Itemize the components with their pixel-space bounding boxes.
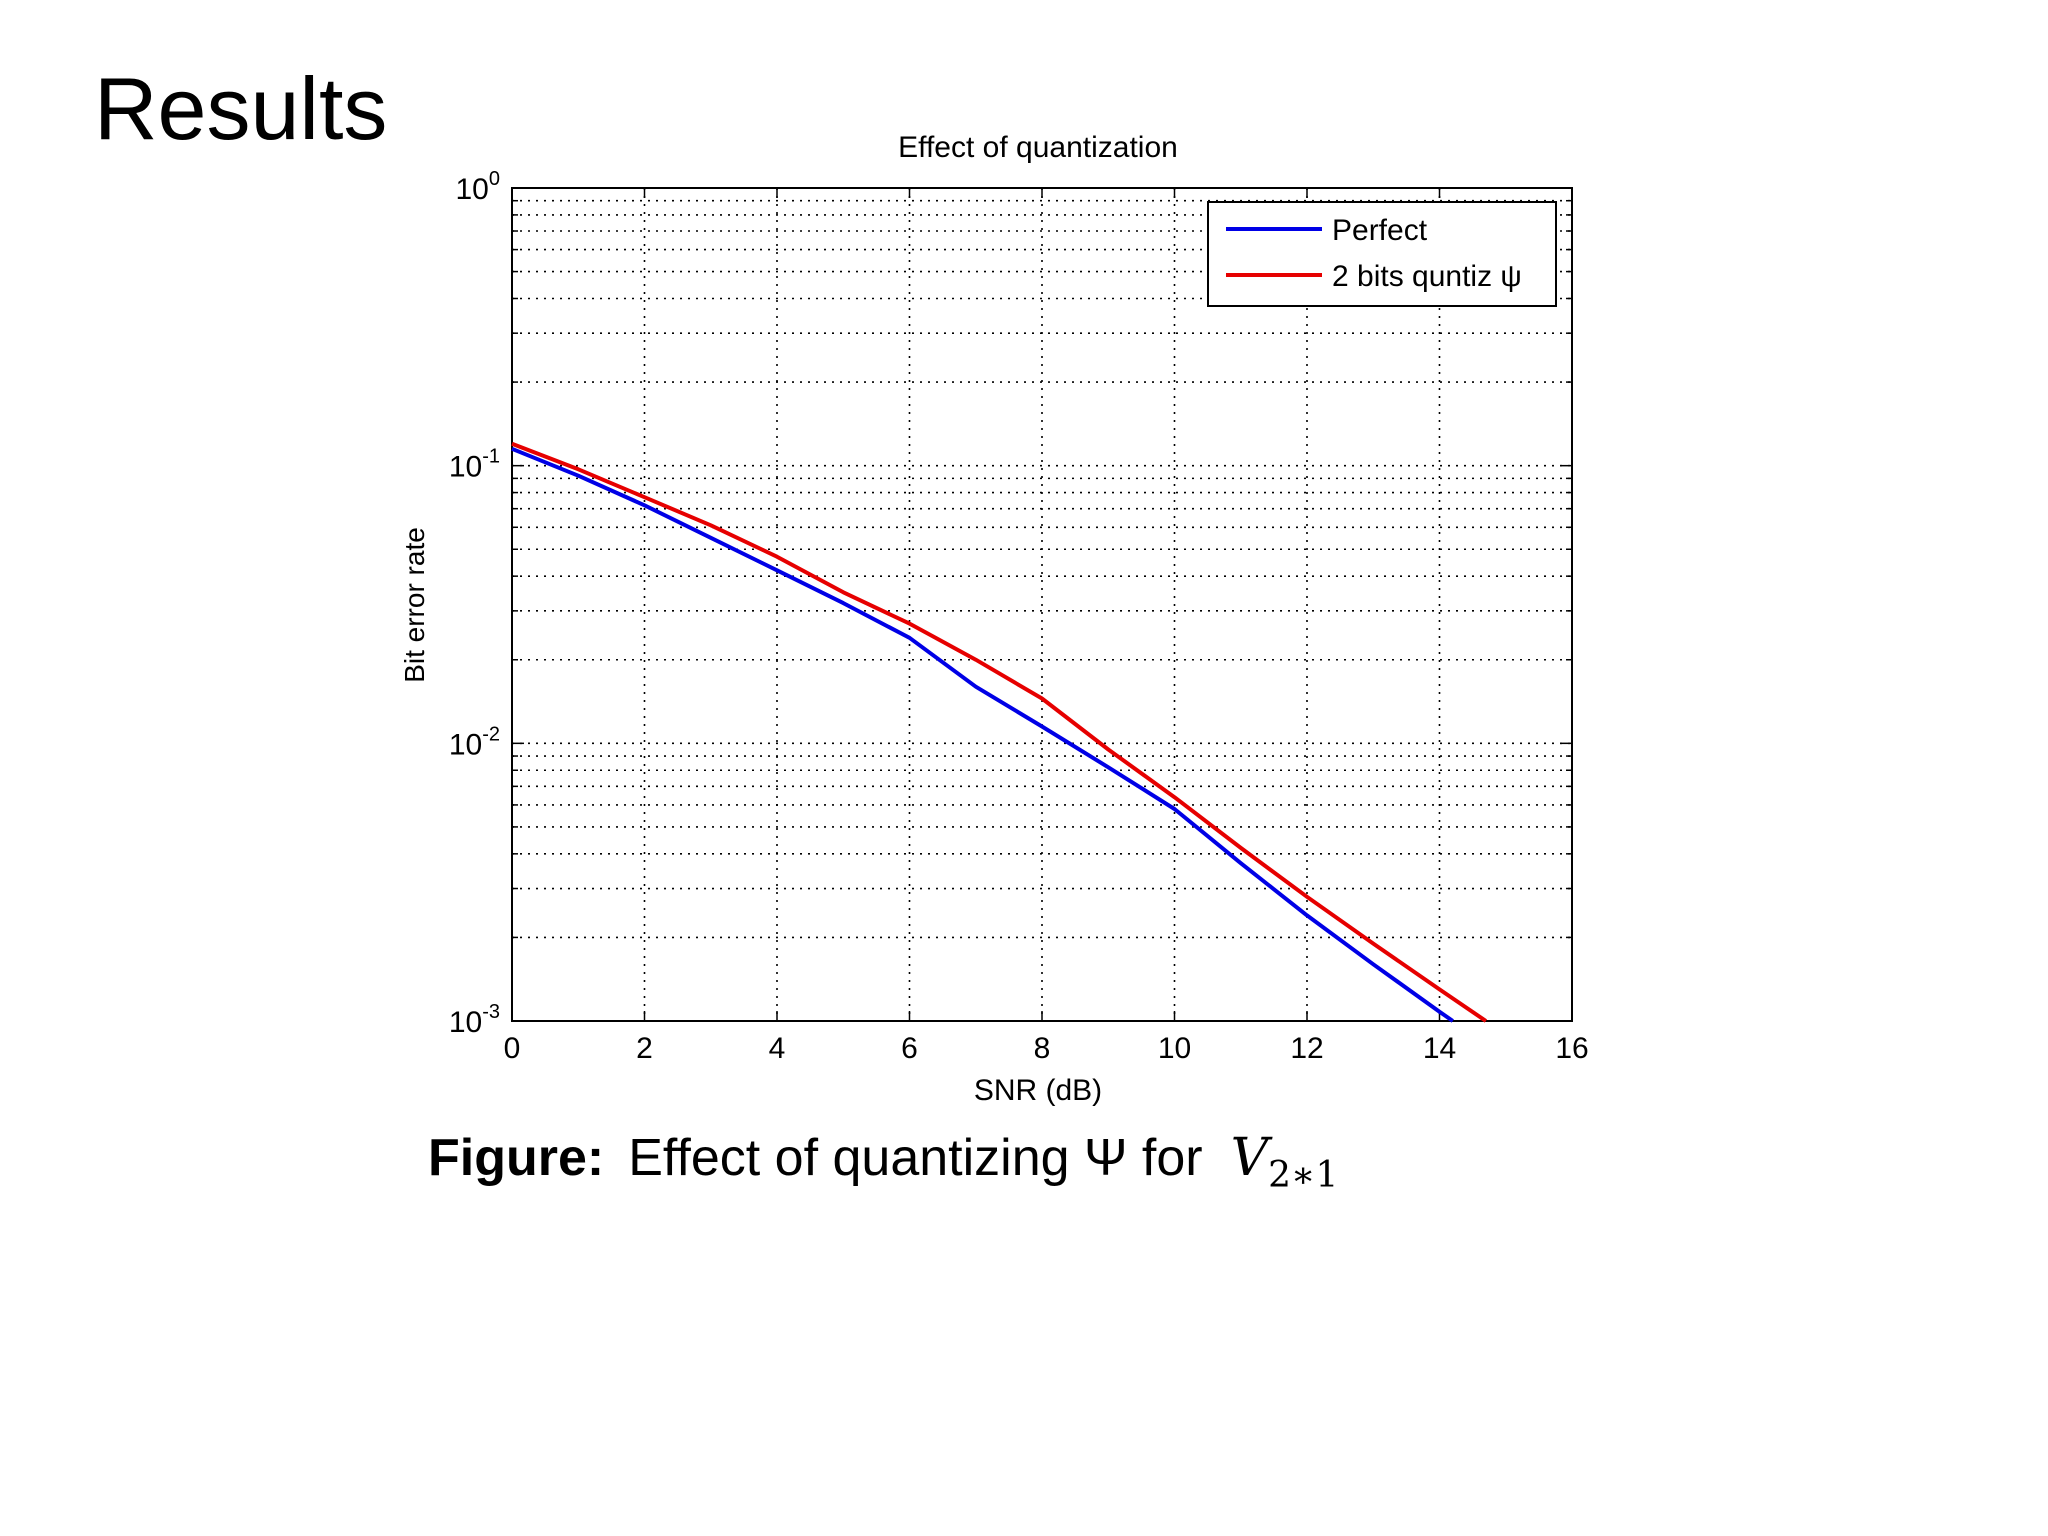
legend: Perfect 2 bits quntiz ψ bbox=[1207, 201, 1557, 307]
caption-math: V2∗1 bbox=[1230, 1128, 1339, 1196]
y-tick-labels: 100 10-1 10-2 10-3 bbox=[449, 168, 500, 1039]
x-tick-label: 14 bbox=[1423, 1032, 1456, 1065]
caption-text: Effect of quantizing Ψ for bbox=[628, 1129, 1203, 1187]
caption-math-symbol: V bbox=[1230, 1128, 1269, 1188]
x-tick-label: 4 bbox=[769, 1032, 786, 1065]
legend-box bbox=[1207, 201, 1557, 307]
plot-frame bbox=[511, 187, 1573, 1022]
series-line-1 bbox=[511, 441, 1488, 1023]
x-tick-label: 16 bbox=[1555, 1032, 1588, 1065]
chart-title: Effect of quantization bbox=[898, 131, 1178, 164]
x-tick-label: 0 bbox=[504, 1032, 521, 1065]
x-tick-labels: 0 2 4 6 8 10 12 14 16 bbox=[504, 1032, 1589, 1065]
slide-title: Results bbox=[94, 59, 388, 158]
y-tick-label: 10-1 bbox=[449, 446, 500, 484]
x-tick-label: 6 bbox=[901, 1032, 918, 1065]
series-layer bbox=[511, 441, 1488, 1023]
series-line-0 bbox=[511, 446, 1454, 1023]
figure-caption: Figure: Effect of quantizing Ψ for V2∗1 bbox=[428, 1128, 1338, 1196]
legend-label-quantized: 2 bits quntiz ψ bbox=[1332, 260, 1522, 293]
grid bbox=[512, 188, 1572, 1021]
legend-label-perfect: Perfect bbox=[1332, 214, 1428, 247]
caption-label: Figure: bbox=[428, 1129, 605, 1187]
y-tick-label: 10-2 bbox=[449, 723, 500, 761]
y-axis-label: Bit error rate bbox=[399, 527, 430, 683]
caption-math-subscript: 2∗1 bbox=[1268, 1155, 1339, 1196]
x-axis-label: SNR (dB) bbox=[974, 1074, 1102, 1107]
x-tick-label: 2 bbox=[636, 1032, 653, 1065]
y-tick-label: 100 bbox=[456, 168, 501, 206]
y-tick-label: 10-3 bbox=[449, 1001, 500, 1039]
x-tick-label: 10 bbox=[1158, 1032, 1191, 1065]
x-tick-label: 12 bbox=[1290, 1032, 1323, 1065]
x-tick-label: 8 bbox=[1034, 1032, 1051, 1065]
